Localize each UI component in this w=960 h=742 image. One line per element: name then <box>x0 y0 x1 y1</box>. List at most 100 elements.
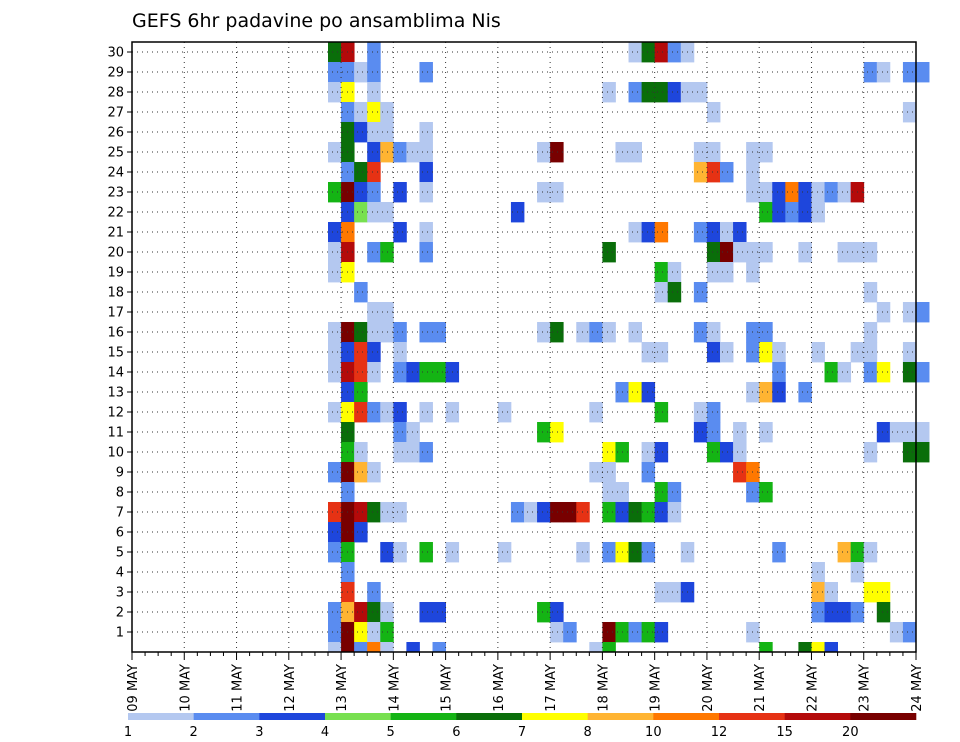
x-tick-label: 13 MAY <box>335 664 350 712</box>
heatmap-cell <box>693 82 708 103</box>
colorbar-label: 1 <box>124 725 132 740</box>
heatmap-cell <box>550 142 564 163</box>
heatmap-cell <box>889 422 904 443</box>
heatmap-cell <box>628 322 642 343</box>
heatmap-cell <box>367 242 381 263</box>
heatmap-cell <box>902 62 917 83</box>
heatmap-cell <box>328 62 342 83</box>
heatmap-cell <box>393 182 407 203</box>
heatmap-cell <box>367 362 381 383</box>
heatmap-cell <box>916 362 930 383</box>
colorbar-label: 7 <box>518 725 526 740</box>
heatmap-cell <box>916 62 930 83</box>
heatmap-cell <box>354 282 368 303</box>
heatmap-cell <box>720 162 734 183</box>
heatmap-cell <box>641 462 656 483</box>
y-tick-label: 29 <box>107 66 124 81</box>
heatmap-cell <box>902 362 917 383</box>
heatmap-cell <box>876 582 891 603</box>
heatmap-cell <box>654 442 669 463</box>
heatmap-cell <box>628 82 642 103</box>
heatmap-cell <box>667 262 682 283</box>
heatmap-cell <box>916 302 930 323</box>
heatmap-cell <box>354 522 368 543</box>
heatmap-cell <box>720 342 734 363</box>
y-tick-label: 24 <box>107 166 124 181</box>
heatmap-cell <box>733 242 747 263</box>
heatmap-cell <box>328 402 342 423</box>
heatmap-cell <box>576 322 590 343</box>
heatmap-cell <box>432 602 446 623</box>
heatmap-cell <box>589 642 603 653</box>
heatmap-cell <box>706 442 721 463</box>
x-tick-label: 09 MAY <box>126 664 141 712</box>
heatmap-cell <box>641 502 656 523</box>
heatmap-cell <box>328 42 342 63</box>
y-tick-label: 8 <box>116 486 124 501</box>
heatmap-cell <box>706 402 721 423</box>
heatmap-cell <box>733 222 747 243</box>
heatmap-cell <box>837 182 852 203</box>
heatmap-cell <box>772 342 786 363</box>
heatmap-cell <box>419 542 433 563</box>
heatmap-cell <box>406 642 420 653</box>
heatmap-cell <box>419 122 433 143</box>
colorbar-label: 15 <box>776 725 793 740</box>
x-tick-label: 22 MAY <box>805 664 820 712</box>
heatmap-cell <box>863 322 878 343</box>
y-tick-label: 22 <box>107 206 124 221</box>
heatmap-cell <box>654 222 669 243</box>
y-tick-label: 12 <box>107 406 124 421</box>
heatmap-cell <box>419 62 433 83</box>
heatmap-cell <box>863 442 878 463</box>
heatmap-cell <box>419 142 433 163</box>
heatmap-cell <box>537 602 551 623</box>
colorbar-label: 20 <box>842 725 859 740</box>
heatmap-cell <box>328 542 342 563</box>
heatmap-cell <box>798 182 812 203</box>
heatmap-cell <box>393 442 407 463</box>
heatmap-cell <box>733 462 747 483</box>
heatmap-cell <box>367 582 381 603</box>
heatmap-cell <box>328 642 342 653</box>
y-tick-label: 20 <box>107 246 124 261</box>
heatmap-cell <box>367 62 381 83</box>
heatmap-cell <box>772 382 786 403</box>
heatmap-cell <box>667 482 682 503</box>
heatmap-cell <box>654 402 669 423</box>
heatmap-cell <box>419 442 433 463</box>
heatmap-cell <box>419 602 433 623</box>
heatmap-cell <box>497 542 512 563</box>
heatmap-cell <box>537 142 551 163</box>
heatmap-cell <box>706 102 721 123</box>
chart-title: GEFS 6hr padavine po ansamblima Nis <box>132 10 501 32</box>
colorbar-swatch <box>850 713 917 720</box>
colorbar-swatch <box>456 713 523 720</box>
heatmap-cell <box>863 362 878 383</box>
heatmap-cell <box>406 442 420 463</box>
y-tick-label: 28 <box>107 86 124 101</box>
heatmap-cell <box>811 602 825 623</box>
heatmap-cell <box>354 382 368 403</box>
heatmap-cell <box>367 202 381 223</box>
heatmap-cell <box>720 242 734 263</box>
x-tick-label: 17 MAY <box>544 664 559 712</box>
heatmap-cell <box>537 182 551 203</box>
heatmap-cell <box>406 422 420 443</box>
heatmap-cell <box>602 242 616 263</box>
heatmap-cell <box>628 622 642 643</box>
heatmap-cell <box>876 62 891 83</box>
heatmap-cell <box>367 622 381 643</box>
heatmap-cell <box>706 322 721 343</box>
heatmap-cell <box>393 322 407 343</box>
colorbar-swatch <box>390 713 457 720</box>
heatmap-cell <box>837 362 852 383</box>
y-tick-label: 7 <box>116 506 124 521</box>
heatmap-cell <box>328 342 342 363</box>
heatmap-cell <box>406 362 420 383</box>
heatmap-cell <box>537 322 551 343</box>
colorbar-swatch <box>653 713 720 720</box>
colorbar-swatch <box>587 713 654 720</box>
heatmap-cell <box>367 82 381 103</box>
colorbar-label: 6 <box>452 725 460 740</box>
